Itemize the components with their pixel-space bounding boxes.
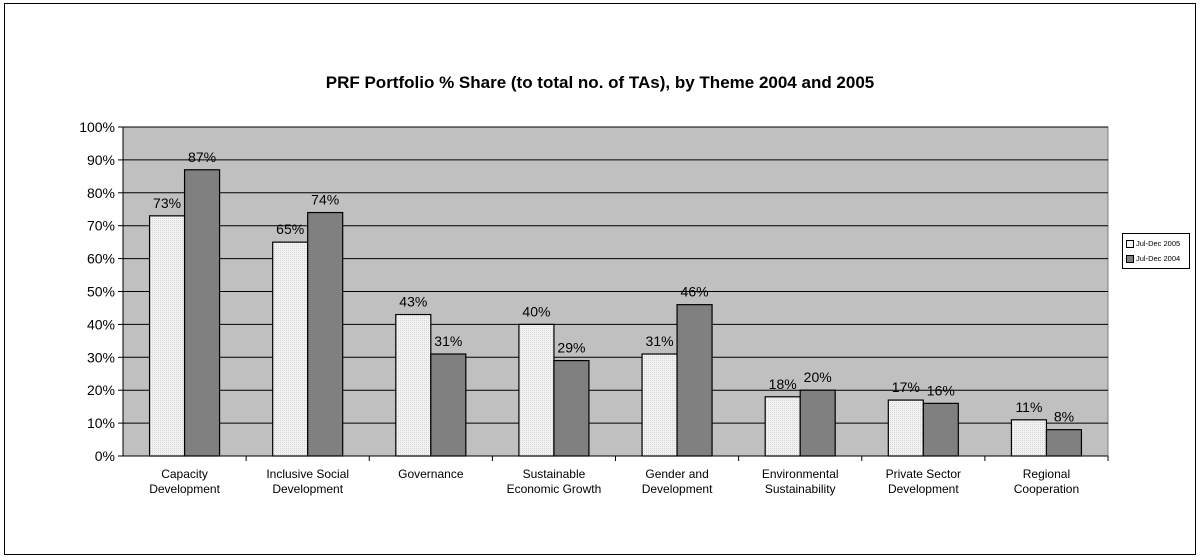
- y-tick-label: 50%: [87, 284, 115, 300]
- data-label: 40%: [522, 303, 550, 319]
- data-label: 31%: [434, 333, 462, 349]
- bar-2005: [395, 313, 432, 457]
- x-tick-label: Cooperation: [1014, 482, 1079, 496]
- data-label: 20%: [804, 369, 832, 385]
- bar-2005: [887, 399, 924, 457]
- x-tick-label: Development: [149, 482, 220, 496]
- x-tick-label: Capacity: [161, 467, 208, 481]
- data-label: 43%: [399, 294, 427, 310]
- x-tick-label: Sustainability: [765, 482, 836, 496]
- y-tick-label: 40%: [87, 316, 115, 332]
- y-tick-label: 80%: [87, 185, 115, 201]
- y-tick-label: 0%: [95, 448, 115, 464]
- y-tick-label: 70%: [87, 218, 115, 234]
- chart-title: PRF Portfolio % Share (to total no. of T…: [325, 73, 875, 92]
- bar-2005: [518, 323, 555, 457]
- y-tick-label: 90%: [87, 152, 115, 168]
- bar-2005: [1010, 419, 1048, 457]
- x-tick-label: Inclusive Social: [266, 467, 349, 481]
- bar-2004: [676, 304, 713, 457]
- legend-swatch-2004: [1126, 254, 1134, 263]
- y-tick-label: 100%: [79, 119, 115, 135]
- bar-2004: [922, 402, 959, 457]
- bar-2005: [764, 396, 801, 457]
- x-tick-label: Environmental: [762, 467, 839, 481]
- y-tick-label: 30%: [87, 349, 115, 365]
- legend-swatch-2005: [1126, 239, 1134, 248]
- bar-2005: [641, 353, 678, 457]
- x-tick-label: Economic Growth: [507, 482, 602, 496]
- data-label: 17%: [892, 379, 920, 395]
- data-label: 74%: [311, 192, 339, 208]
- y-tick-label: 10%: [87, 415, 115, 431]
- data-label: 31%: [646, 333, 674, 349]
- legend-item-2004: Jul-Dec 2004: [1126, 251, 1186, 266]
- x-tick-label: Private Sector: [886, 467, 961, 481]
- x-tick-label: Development: [888, 482, 959, 496]
- legend: Jul-Dec 2005 Jul-Dec 2004: [1122, 233, 1190, 269]
- y-tick-label: 20%: [87, 382, 115, 398]
- legend-item-2005: Jul-Dec 2005: [1126, 236, 1186, 251]
- bar-2005: [272, 241, 309, 457]
- bar-2004: [553, 359, 590, 457]
- bar-2004: [430, 353, 467, 457]
- data-label: 18%: [769, 376, 797, 392]
- bar-2004: [799, 389, 836, 457]
- bar-2005: [148, 215, 186, 457]
- data-label: 11%: [1015, 399, 1042, 415]
- data-label: 46%: [681, 284, 709, 300]
- data-label: 65%: [276, 221, 304, 237]
- x-tick-label: Sustainable: [523, 467, 586, 481]
- bar-2004: [183, 169, 221, 457]
- x-tick-label: Governance: [398, 467, 464, 481]
- data-label: 16%: [927, 382, 955, 398]
- x-tick-label: Gender and: [645, 467, 708, 481]
- x-tick-label: Development: [272, 482, 343, 496]
- legend-label-2004: Jul-Dec 2004: [1136, 254, 1181, 263]
- legend-label-2005: Jul-Dec 2005: [1136, 239, 1181, 248]
- data-label: 29%: [557, 340, 585, 356]
- data-label: 87%: [188, 149, 216, 165]
- x-tick-label: Regional: [1023, 467, 1070, 481]
- bar-2004: [307, 211, 344, 457]
- data-label: 8%: [1054, 409, 1074, 425]
- bar-2004: [1045, 429, 1083, 457]
- x-tick-label: Development: [642, 482, 713, 496]
- data-label: 73%: [153, 195, 181, 211]
- y-tick-label: 60%: [87, 251, 115, 267]
